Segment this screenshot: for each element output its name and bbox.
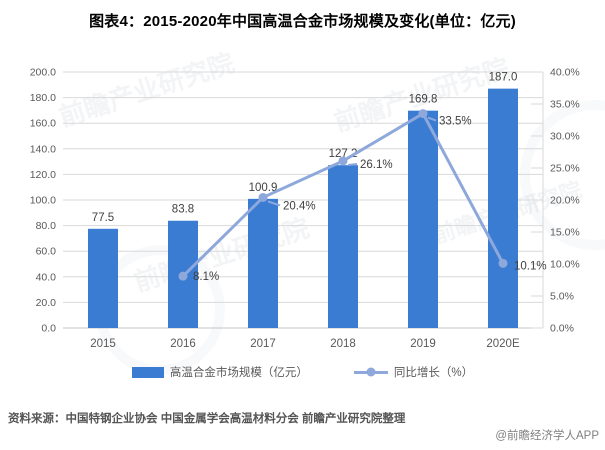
bar-value-label: 100.9: [249, 182, 278, 194]
legend-label-growth: 同比增长（%）: [393, 367, 474, 379]
y-left-tick-label: 140.0: [30, 143, 56, 155]
line-value-label: 33.5%: [439, 116, 472, 128]
label-leader-line: [347, 162, 358, 166]
y-left-tick-label: 120.0: [30, 169, 56, 181]
y-left-tick-label: 0.0: [41, 323, 56, 335]
y-left-tick-label: 80.0: [36, 220, 57, 232]
y-left-tick-label: 160.0: [30, 118, 56, 130]
line-marker: [258, 192, 268, 202]
line-marker-swatch: [366, 367, 376, 377]
bar: [408, 110, 438, 328]
bar: [248, 198, 278, 328]
bar-value-label: 77.5: [92, 212, 114, 224]
line-value-label: 8.1%: [193, 271, 219, 283]
bar-value-label: 169.8: [409, 94, 438, 106]
legend-item-growth: 同比增长（%）: [353, 364, 474, 380]
y-right-tick-label: 35.0%: [550, 99, 580, 111]
source-note: 资料来源：中国特钢企业协会 中国金属学会高温材料分会 前瞻产业研究院整理: [8, 413, 406, 425]
y-right-tick-label: 30.0%: [550, 131, 580, 143]
bar-series-swatch: [131, 366, 164, 378]
bar: [328, 165, 358, 328]
y-right-tick-label: 15.0%: [550, 227, 580, 239]
y-left-tick-label: 180.0: [30, 92, 56, 104]
y-right-tick-label: 10.0%: [550, 259, 580, 271]
y-right-tick-label: 25.0%: [550, 163, 580, 175]
line-marker: [338, 156, 348, 166]
legend-item-market-size: 高温合金市场规模（亿元）: [131, 364, 308, 380]
legend-label-market-size: 高温合金市场规模（亿元）: [169, 367, 308, 379]
line-series-swatch: [353, 367, 388, 377]
x-tick-label: 2015: [90, 338, 116, 350]
label-leader-line: [427, 116, 437, 122]
y-left-tick-label: 200.0: [30, 67, 56, 79]
y-left-tick-label: 40.0: [36, 271, 57, 283]
line-value-label: 20.4%: [283, 200, 316, 212]
x-tick-label: 2019: [410, 338, 436, 350]
label-leader-line: [267, 200, 281, 207]
bar: [88, 228, 118, 328]
bar-value-label: 83.8: [172, 204, 194, 216]
line-marker: [418, 109, 428, 119]
bar: [488, 88, 518, 328]
bar-value-label: 187.0: [489, 72, 518, 84]
y-left-tick-label: 20.0: [36, 297, 57, 309]
line-value-label: 26.1%: [360, 159, 393, 171]
x-tick-label: 2016: [170, 338, 196, 350]
line-marker: [498, 258, 508, 268]
y-right-tick-label: 0.0%: [550, 323, 574, 335]
y-left-tick-label: 60.0: [36, 246, 57, 258]
x-tick-label: 2017: [250, 338, 276, 350]
y-right-tick-label: 20.0%: [550, 195, 580, 207]
y-left-tick-label: 100.0: [30, 195, 56, 207]
y-right-tick-label: 5.0%: [550, 291, 574, 303]
x-tick-label: 2018: [330, 338, 356, 350]
y-right-tick-label: 40.0%: [550, 67, 580, 79]
credit-note: @前瞻经济学人APP: [495, 430, 599, 442]
line-marker: [178, 271, 188, 281]
legend: 高温合金市场规模（亿元） 同比增长（%）: [0, 364, 605, 380]
line-value-label: 10.1%: [514, 260, 547, 272]
x-tick-label: 2020E: [486, 338, 520, 350]
chart-title: 图表4：2015-2020年中国高温合金市场规模及变化(单位：亿元): [89, 13, 516, 30]
